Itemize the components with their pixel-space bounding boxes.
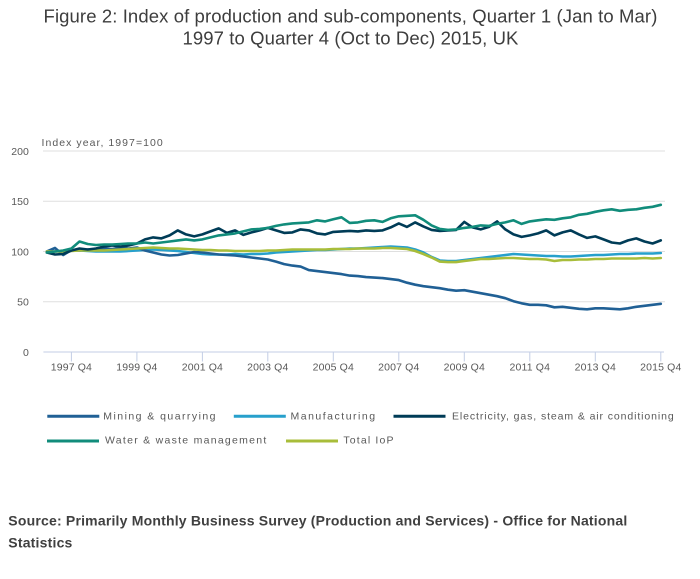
svg-text:150: 150	[11, 196, 29, 208]
svg-text:0: 0	[23, 347, 29, 359]
svg-text:Electricity, gas, steam & air: Electricity, gas, steam & air conditioni…	[452, 411, 675, 423]
svg-text:200: 200	[11, 146, 29, 158]
svg-text:1997 Q4: 1997 Q4	[51, 361, 92, 373]
svg-text:2011 Q4: 2011 Q4	[510, 361, 551, 373]
svg-text:100: 100	[11, 246, 29, 258]
svg-text:Index year, 1997=100: Index year, 1997=100	[42, 137, 164, 149]
svg-text:2015 Q4: 2015 Q4	[640, 361, 681, 373]
svg-text:2009 Q4: 2009 Q4	[444, 361, 485, 373]
svg-text:Statistics: Statistics	[8, 535, 72, 551]
svg-text:Manufacturing: Manufacturing	[291, 411, 377, 423]
svg-text:2007 Q4: 2007 Q4	[378, 361, 419, 373]
svg-text:2003 Q4: 2003 Q4	[247, 361, 288, 373]
svg-text:Source: Primarily Monthly Busi: Source: Primarily Monthly Business Surve…	[8, 513, 627, 529]
svg-text:Total IoP: Total IoP	[343, 435, 394, 447]
svg-text:2001 Q4: 2001 Q4	[182, 361, 223, 373]
svg-text:50: 50	[17, 297, 29, 309]
svg-text:Figure 2: Index of production: Figure 2: Index of production and sub-co…	[44, 5, 658, 26]
svg-text:Water & waste management: Water & waste management	[105, 435, 268, 447]
svg-text:1999 Q4: 1999 Q4	[116, 361, 157, 373]
svg-text:2005 Q4: 2005 Q4	[313, 361, 354, 373]
svg-text:Mining & quarrying: Mining & quarrying	[103, 411, 217, 423]
svg-text:1997 to Quarter 4 (Oct to Dec): 1997 to Quarter 4 (Oct to Dec) 2015, UK	[182, 27, 519, 48]
svg-text:2013 Q4: 2013 Q4	[575, 361, 616, 373]
